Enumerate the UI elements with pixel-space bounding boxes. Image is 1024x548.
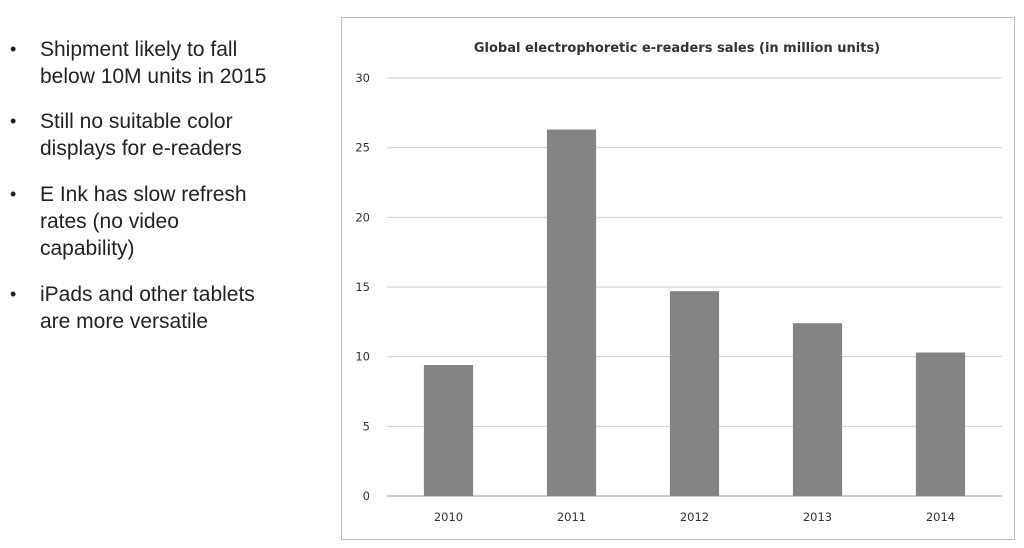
x-tick-label: 2012 [680,510,709,524]
x-tick-label: 2013 [803,510,832,524]
bullet-line: are more versatile [40,310,209,333]
x-tick-label: 2011 [557,510,586,524]
bar-2012 [669,291,720,496]
y-tick-label: 20 [355,210,370,224]
chart-panel: Global electrophoretic e-readers sales (… [341,17,1015,540]
bullet-line: Shipment likely to fall [40,38,238,61]
y-tick-label: 0 [363,489,370,503]
y-tick-label: 25 [355,141,370,155]
x-axis-ticks: 2010 2011 2012 2013 2014 [434,510,955,524]
bullet-line: rates (no video [40,210,179,233]
bullet-line: below 10M units in 2015 [40,65,267,88]
bullet-dot-icon: • [10,284,17,304]
bar-2010 [423,365,474,496]
bullet-dot-icon: • [10,111,17,131]
y-tick-label: 5 [363,419,370,433]
bullet-line: displays for e-readers [40,137,242,160]
x-tick-label: 2014 [926,510,955,524]
chart-bars [423,129,966,496]
bullet-line: E Ink has slow refresh [40,183,247,206]
y-tick-label: 30 [355,71,370,85]
y-tick-label: 15 [355,280,370,294]
bar-2013 [792,323,843,496]
bullet-dot-icon: • [10,184,17,204]
bullet-item: • iPads and other tablets are more versa… [0,281,330,335]
bullet-item: • Still no suitable color displays for e… [0,108,330,162]
y-axis-ticks: 0 5 10 15 20 25 30 [355,71,370,503]
y-tick-label: 10 [355,350,370,364]
bar-2011 [546,129,597,496]
bullet-line: Still no suitable color [40,110,233,133]
bullet-dot-icon: • [10,39,17,59]
bullet-item: • Shipment likely to fall below 10M unit… [0,36,330,90]
bullet-item: • E Ink has slow refresh rates (no video… [0,181,330,262]
chart-title: Global electrophoretic e-readers sales (… [474,41,880,56]
x-tick-label: 2010 [434,510,463,524]
bullet-line: iPads and other tablets [40,283,255,306]
bullet-line: capability) [40,237,135,260]
bar-2014 [915,352,966,496]
bar-chart: Global electrophoretic e-readers sales (… [355,41,1002,524]
bullet-list: • Shipment likely to fall below 10M unit… [0,36,330,355]
